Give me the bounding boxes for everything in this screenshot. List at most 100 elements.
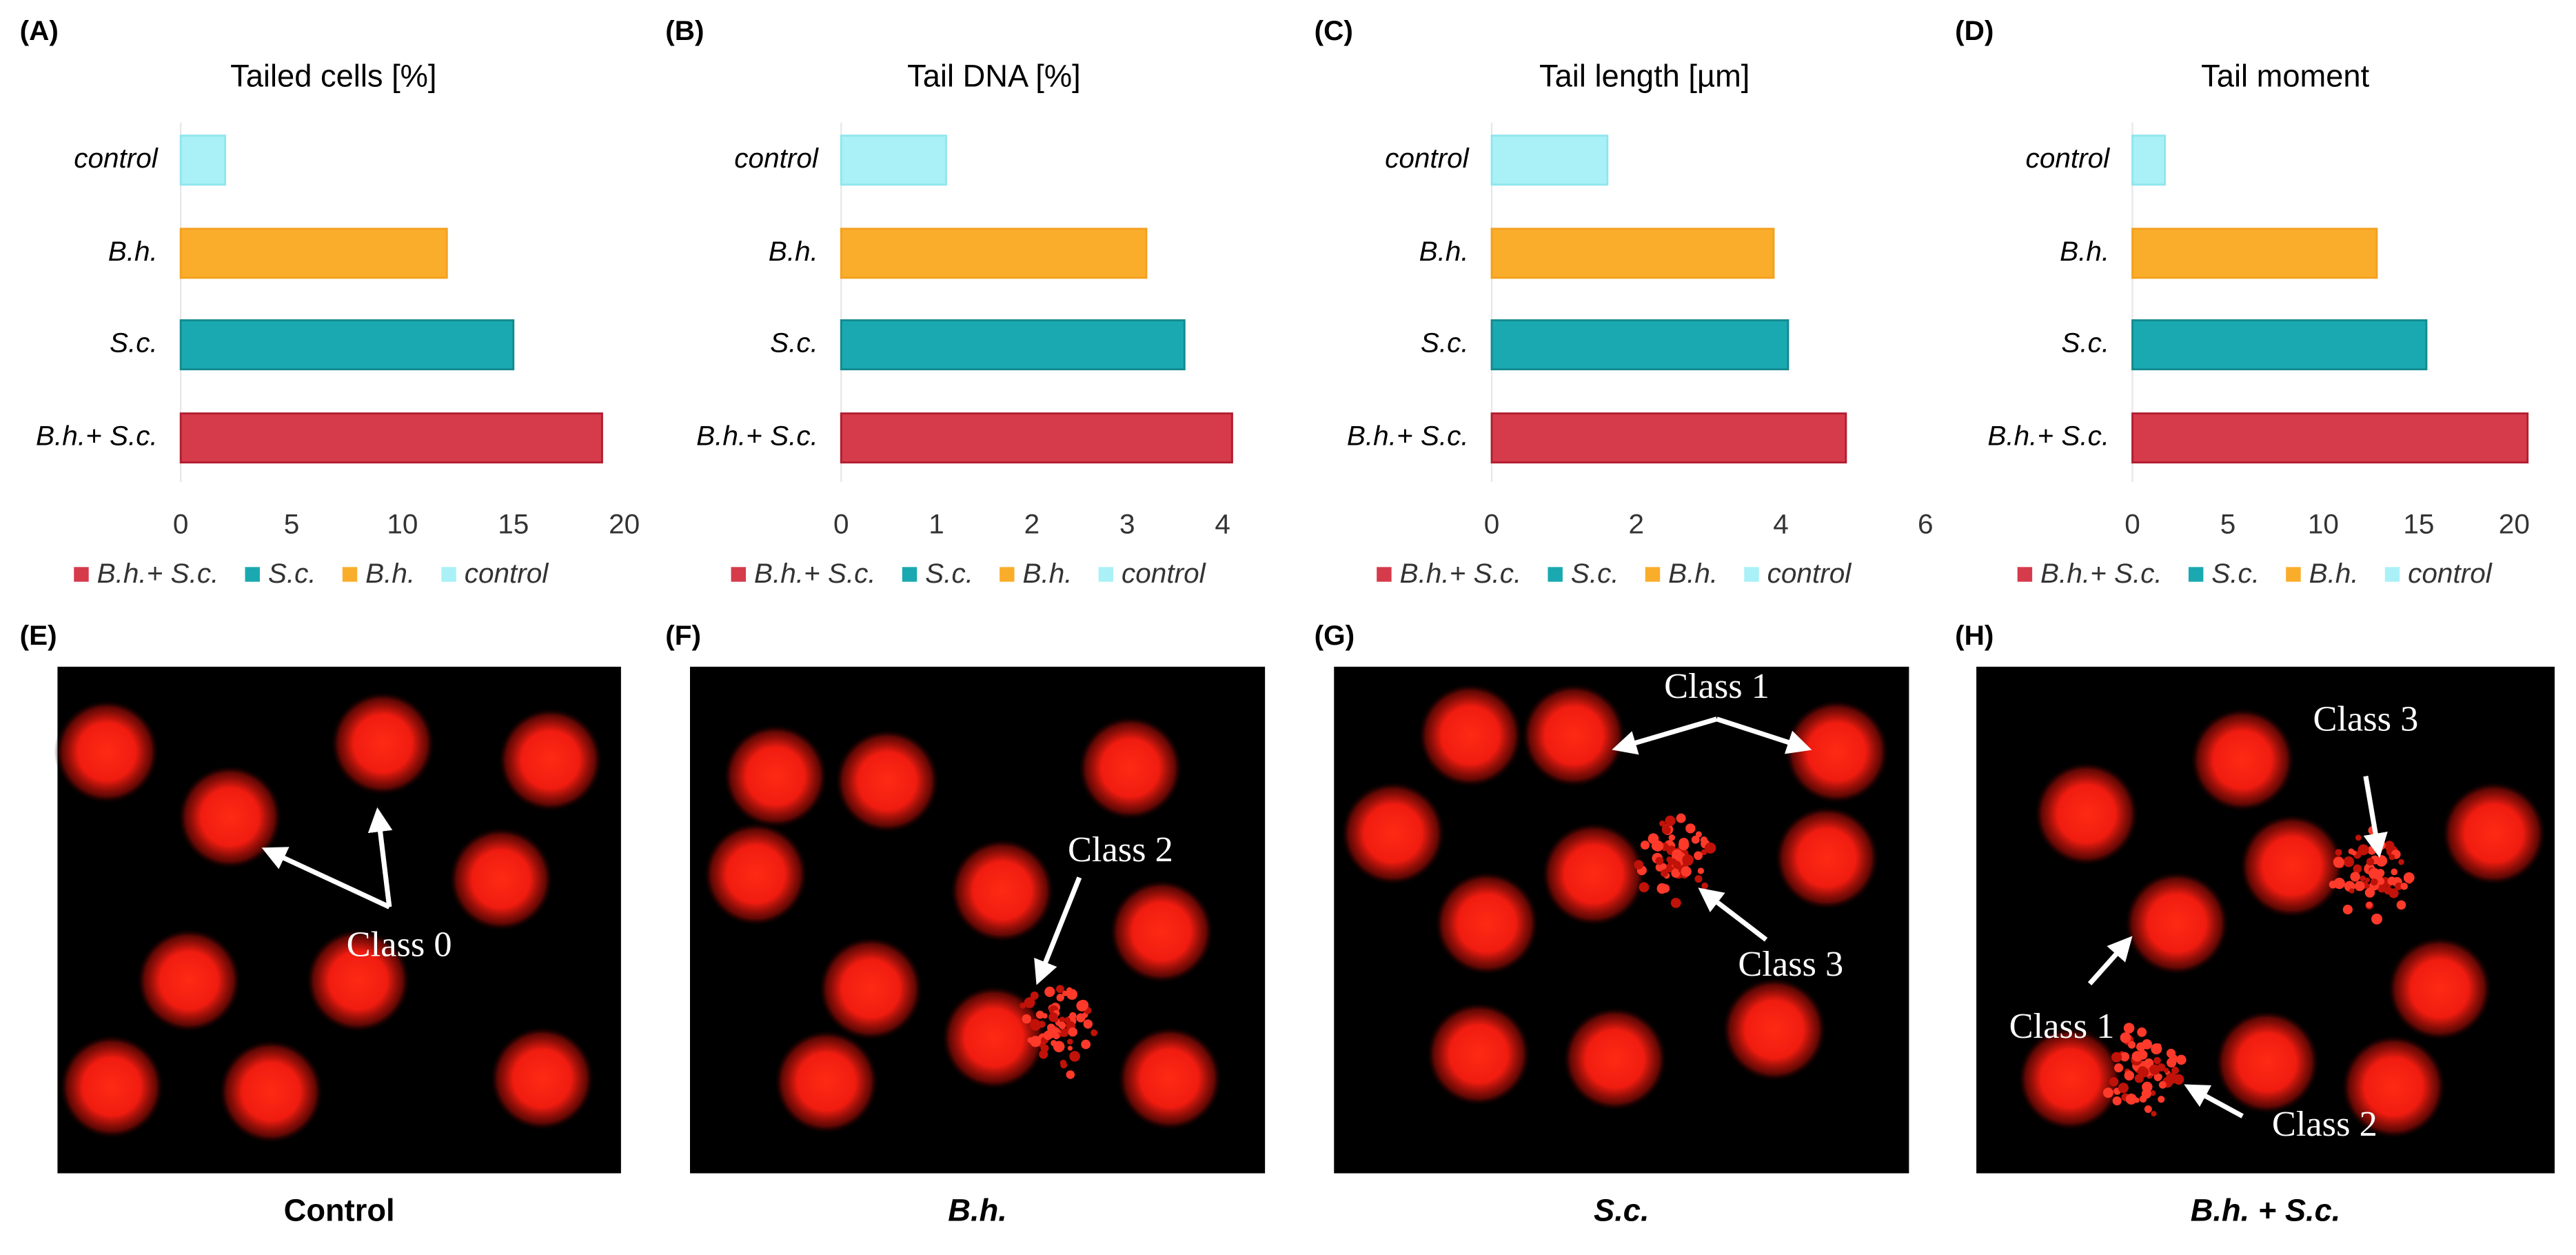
legend-label: control [465, 557, 549, 589]
comet-tail [2364, 877, 2371, 883]
cell [703, 822, 809, 927]
bar [2131, 134, 2167, 186]
arrow [2087, 936, 2133, 985]
cell [2239, 814, 2344, 918]
comet-tail [1083, 1019, 1093, 1029]
comet-tail [2124, 1070, 2135, 1081]
arrow [1698, 887, 1768, 942]
comet-tail [1660, 869, 1668, 877]
comet-tail [1040, 1044, 1049, 1053]
legend-label: S.c. [1571, 557, 1619, 589]
comet-tail [2137, 1027, 2147, 1037]
comet-tail [2150, 1090, 2156, 1096]
comet-tail [2391, 868, 2398, 876]
cell [1784, 699, 1889, 804]
comet-tail [2125, 1093, 2137, 1105]
comet-tail [2375, 855, 2388, 867]
caption: Control [284, 1192, 395, 1227]
bar [840, 228, 1148, 279]
cell [1541, 822, 1647, 927]
legend-label: control [1122, 557, 1206, 589]
comet-tail [2120, 1032, 2131, 1043]
cell [1417, 683, 1523, 788]
comet-tail [1670, 897, 1681, 908]
comet-tail [2333, 856, 2344, 868]
comet-tail [2360, 875, 2366, 882]
legend-label: S.c. [925, 557, 973, 589]
legend-label: control [2408, 557, 2493, 589]
comet-tail [2371, 913, 2383, 925]
bar [1490, 319, 1789, 370]
cell [773, 1029, 880, 1134]
comet-tail [1679, 837, 1689, 848]
chart-title: Tail DNA [%] [907, 59, 1081, 94]
cell [1340, 781, 1446, 886]
comet-tail [2157, 1063, 2166, 1072]
x-tick-label: 15 [2403, 508, 2434, 540]
x-tick-label: 4 [1215, 508, 1230, 540]
category-label: S.c. [2061, 327, 2109, 359]
cell [1426, 1001, 1532, 1107]
category-label: control [74, 142, 159, 174]
panel-label: (H) [1955, 619, 1994, 651]
comet-tail [2131, 1051, 2143, 1062]
legend-label: B.h.+ S.c. [1400, 557, 1522, 589]
comet-tail [1081, 1039, 1091, 1050]
legend-swatch [1645, 567, 1661, 582]
legend-swatch [2384, 567, 2400, 582]
comet-tail [1020, 1002, 1026, 1009]
cell [1721, 977, 1827, 1082]
comet-tail [2137, 1069, 2142, 1074]
arrow [367, 807, 393, 907]
comet-tail [1059, 1059, 1067, 1067]
cell [489, 1026, 595, 1131]
annotation: Class 3 [2313, 699, 2418, 739]
comet-tail [1671, 868, 1681, 878]
arrow [1034, 876, 1082, 985]
comet-tail [1040, 1038, 1046, 1043]
comet-tail [2335, 849, 2342, 856]
comet-tail [2384, 886, 2393, 895]
comet-tail [2141, 1089, 2151, 1099]
charts: (A)Tailed cells [%]0 5 10 15 20controlB.h.S.… [20, 14, 2530, 589]
micrographs: (E) Class 0 Control (F) Class 2 B.h. (G) Class … [20, 619, 2555, 1227]
comet-tail [1656, 883, 1668, 894]
legend-swatch [731, 567, 747, 582]
comet-tail [1639, 882, 1650, 893]
comet-tail [2151, 1111, 2157, 1117]
x-tick-label: 4 [1773, 508, 1789, 540]
comet-tail [2387, 876, 2397, 885]
comet-tail [1655, 856, 1664, 865]
category-label: B.h.+ S.c. [1987, 420, 2109, 452]
cell [1434, 871, 1540, 976]
category-label: B.h.+ S.c. [1347, 420, 1469, 452]
legend-swatch [441, 567, 456, 582]
bar [840, 319, 1186, 370]
cell [330, 691, 436, 796]
bar [1490, 412, 1847, 464]
category-label: control [2026, 142, 2111, 174]
legend-swatch [2188, 567, 2204, 582]
comet-tail [1666, 856, 1673, 863]
comet-tail [1691, 835, 1700, 844]
panel-label: (D) [1955, 14, 1994, 46]
comet-tail [2371, 872, 2377, 879]
comet-tail [1685, 823, 1696, 834]
x-tick-label: 3 [1119, 508, 1135, 540]
comet-tail [1062, 990, 1068, 996]
legend-swatch [74, 567, 89, 582]
bar [179, 228, 448, 279]
comet-tail [1058, 1021, 1066, 1030]
legend-swatch [2017, 567, 2033, 582]
comet-tail [1665, 815, 1676, 826]
category-label: B.h. [769, 235, 818, 267]
legend-swatch [342, 567, 358, 582]
cell [722, 723, 829, 829]
comet-tail [1655, 863, 1664, 872]
comet-tail [1059, 1027, 1069, 1037]
comet-tail [1640, 840, 1650, 850]
cell [498, 707, 603, 812]
comet-tail [1694, 851, 1703, 861]
bar [840, 412, 1233, 464]
annotation: Class 0 [347, 925, 452, 965]
